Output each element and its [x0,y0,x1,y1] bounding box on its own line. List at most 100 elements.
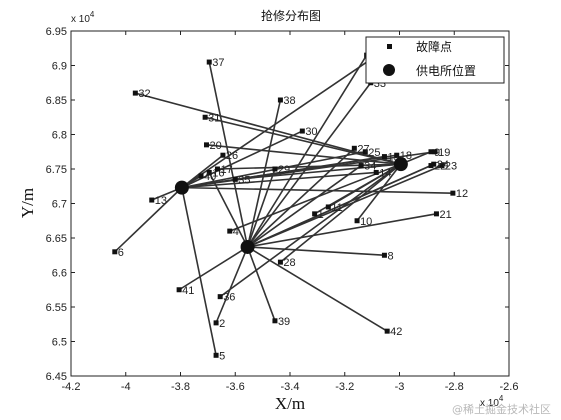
fault-point-label: 39 [278,316,290,328]
route-line [247,147,355,248]
route-line [247,163,435,248]
y-tick-label: 6.5 [52,337,67,349]
y-tick-label: 6.6 [52,268,67,280]
fault-point-label: 36 [223,292,235,304]
fault-point [206,169,212,175]
fault-point [431,161,437,167]
fault-point-label: 42 [390,326,402,338]
route-line [181,171,377,189]
y-tick-label: 6.85 [46,95,67,107]
x-axis-ticks: -4.2 -4 -3.8 -3.6 -3.4 -3.2 -3 -2.8 -2.6 [62,31,518,393]
x-tick-label: -3.8 [171,381,190,393]
route-line [246,99,282,248]
route-line [135,92,402,165]
fault-point-label: 31 [208,112,220,124]
route-line [327,163,402,208]
y-tick-label: 6.65 [46,233,67,245]
fault-point-label: 10 [360,216,372,228]
route-lines [114,47,453,356]
y-tick-label: 6.75 [46,164,67,176]
fault-point-label: 8 [387,250,393,262]
fault-point-label: 26 [226,150,238,162]
fault-point [394,152,400,158]
fault-point [381,154,387,160]
route-line [208,61,249,248]
x-axis-label: X/m [275,394,305,413]
fault-point-label: 34 [364,161,376,173]
fault-point [198,173,204,179]
fault-point-label: 20 [210,140,222,152]
fault-point [381,252,387,258]
legend-depot-label: 供电所位置 [416,63,476,78]
fault-point [373,169,379,175]
fault-point-label: 13 [155,195,167,207]
route-line [246,168,276,248]
fault-point [204,142,210,148]
route-line [217,163,401,170]
fault-point [362,149,368,155]
fault-point-label: 14 [379,167,391,179]
fault-point [428,163,434,169]
fault-point-label: 21 [439,209,451,221]
fault-point-label: 17 [220,164,232,176]
route-line [208,172,249,248]
route-line [246,246,276,322]
fault-point [176,287,182,293]
fault-point [202,114,208,120]
y-tick-label: 6.9 [52,61,67,73]
fault-point [272,318,278,324]
fault-point [439,163,445,169]
fault-point [132,90,138,96]
fault-point-label: 25 [368,147,380,159]
route-line [247,246,385,257]
fault-point-label: 6 [118,247,124,259]
route-line [181,154,224,189]
fault-point [358,163,364,169]
fault-point [272,166,278,172]
x-tick-label: -3.6 [226,381,245,393]
fault-point-label: 38 [283,95,295,107]
fault-point [112,249,118,255]
x-tick-label: -2.8 [445,381,464,393]
fault-point [149,197,155,203]
fault-point-label: 29 [278,164,290,176]
fault-point [277,259,283,265]
x-tick-label: -3.4 [281,381,300,393]
x-tick-label: -4.2 [62,381,81,393]
route-line [247,213,437,248]
fault-point [428,149,434,155]
fault-point [325,204,331,210]
fault-point-label: 4 [233,226,239,238]
fault-point [227,228,233,234]
fault-point-label: 40 [204,171,216,183]
fault-point-label: 32 [138,88,150,100]
fault-point [220,152,226,158]
route-line [279,163,402,263]
fault-point [214,166,220,172]
depot-points [174,157,408,254]
legend: 故障点 供电所位置 [365,36,505,84]
fault-point-label: 2 [219,318,225,330]
fault-point [351,145,357,151]
x-exponent-label: x 104 [480,394,504,409]
y-tick-label: 6.7 [52,199,67,211]
fault-point [433,211,439,217]
fault-point [299,128,305,134]
y-tick-label: 6.55 [46,302,67,314]
route-line [181,150,436,189]
route-line [204,116,402,165]
fault-point [450,190,456,196]
fault-point-label: 28 [283,257,295,269]
depot-point [174,180,189,195]
y-axis-label: Y/m [18,188,37,218]
route-line [246,82,372,248]
route-line [181,187,217,356]
depot-point [393,157,408,172]
legend-fault-label: 故障点 [416,39,452,54]
x-tick-label: -3.2 [335,381,354,393]
fault-point-label: 12 [456,188,468,200]
fault-point [206,59,212,65]
fault-point-label: 19 [438,147,450,159]
fault-point [232,176,238,182]
